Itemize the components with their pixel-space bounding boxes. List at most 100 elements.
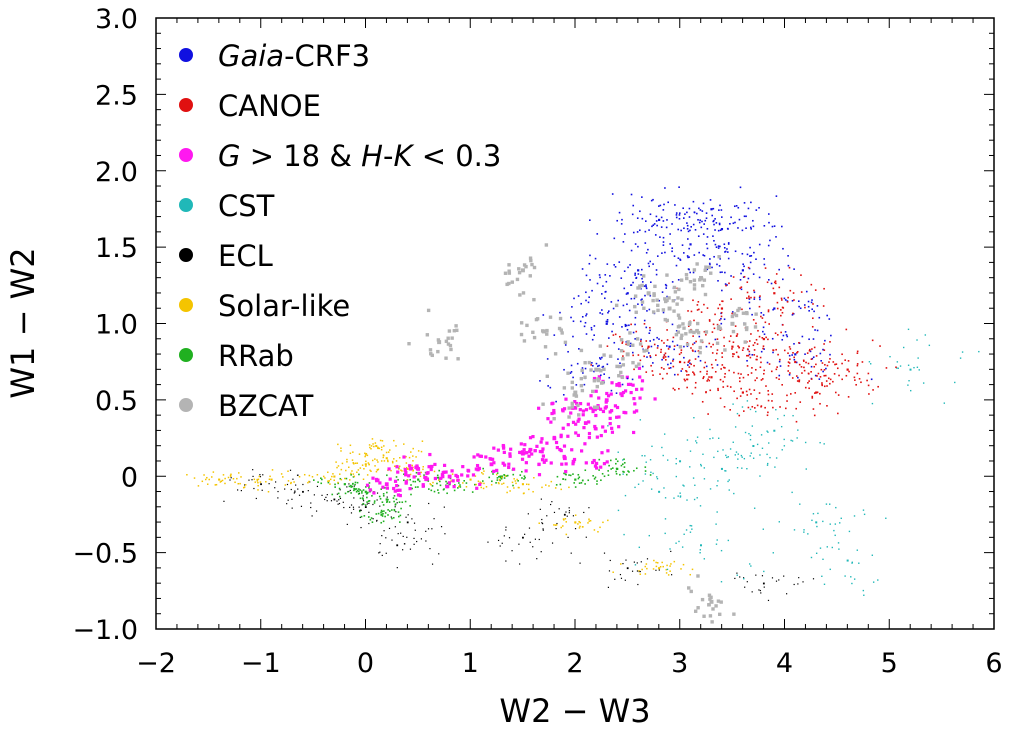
data-point <box>734 454 737 456</box>
data-point <box>602 285 604 287</box>
data-point <box>773 281 776 284</box>
data-point <box>699 219 701 222</box>
data-point <box>577 295 580 297</box>
data-point <box>522 492 525 495</box>
data-point <box>633 469 635 472</box>
x-tick-label: −2 <box>136 648 176 679</box>
data-point <box>749 455 751 457</box>
data-point <box>739 380 741 383</box>
data-point <box>702 202 705 205</box>
data-point <box>450 469 454 473</box>
data-point <box>337 465 340 467</box>
data-point <box>778 378 780 381</box>
data-point <box>704 361 707 364</box>
data-point <box>655 569 657 571</box>
data-point <box>755 398 758 400</box>
data-point <box>662 209 665 211</box>
data-point <box>483 470 485 472</box>
data-point <box>803 366 805 369</box>
data-point <box>850 576 852 578</box>
data-point <box>632 331 635 334</box>
data-point <box>767 310 770 313</box>
data-point <box>446 336 450 340</box>
data-point <box>517 270 522 275</box>
y-tick-label: −0.5 <box>72 539 138 570</box>
data-point <box>747 374 749 376</box>
data-point <box>477 466 481 471</box>
data-point <box>397 511 400 513</box>
series-bzcat <box>407 243 758 624</box>
data-point <box>594 476 597 479</box>
data-point <box>784 331 787 333</box>
data-point <box>429 352 433 356</box>
data-point <box>612 334 615 336</box>
data-point <box>959 357 962 359</box>
data-point <box>454 484 456 486</box>
data-point <box>221 479 224 482</box>
data-point <box>579 383 584 388</box>
data-point <box>637 269 640 272</box>
data-point <box>763 263 766 266</box>
data-point <box>392 486 396 491</box>
data-point <box>681 368 684 370</box>
data-point <box>227 476 230 479</box>
data-point <box>700 311 703 313</box>
data-point <box>870 378 873 381</box>
data-point <box>664 359 667 361</box>
data-point <box>370 517 373 519</box>
data-point <box>644 230 647 233</box>
data-point <box>418 480 421 483</box>
data-point <box>853 376 856 379</box>
data-point <box>684 332 688 336</box>
data-point <box>366 454 369 457</box>
data-point <box>695 440 697 442</box>
data-point <box>721 216 723 218</box>
data-point <box>716 352 718 355</box>
data-point <box>624 323 627 326</box>
data-point <box>693 372 695 375</box>
data-point <box>665 318 669 323</box>
data-point <box>373 500 376 502</box>
data-point <box>717 280 719 282</box>
data-point <box>395 511 397 513</box>
data-point <box>373 502 376 504</box>
data-point <box>768 363 771 365</box>
data-point <box>406 521 409 524</box>
data-point <box>376 492 379 494</box>
data-point <box>574 514 577 516</box>
data-point <box>491 457 495 461</box>
data-point <box>653 223 656 225</box>
data-point <box>336 466 338 469</box>
data-point <box>748 297 750 299</box>
data-point <box>398 488 402 492</box>
data-point <box>682 207 684 210</box>
data-point <box>841 378 843 381</box>
data-point <box>698 251 700 254</box>
data-point <box>695 262 699 266</box>
data-point <box>579 521 581 524</box>
data-point <box>598 458 601 461</box>
data-point <box>811 325 814 328</box>
data-point <box>664 283 667 286</box>
data-point <box>727 539 730 542</box>
data-point <box>354 483 356 486</box>
data-point <box>495 482 497 484</box>
data-point <box>822 370 824 373</box>
data-point <box>689 466 691 468</box>
data-point <box>339 497 342 500</box>
data-point <box>666 295 668 298</box>
data-point <box>365 460 367 463</box>
data-point <box>623 389 628 393</box>
data-point <box>371 495 373 497</box>
data-point <box>501 542 503 544</box>
data-point <box>743 340 747 344</box>
data-point <box>405 462 408 464</box>
data-point <box>741 252 744 255</box>
data-point <box>387 514 389 516</box>
data-point <box>539 508 541 510</box>
data-point <box>758 589 760 591</box>
data-point <box>433 490 436 493</box>
data-point <box>677 324 682 328</box>
data-point <box>392 461 394 464</box>
data-point <box>719 271 722 274</box>
